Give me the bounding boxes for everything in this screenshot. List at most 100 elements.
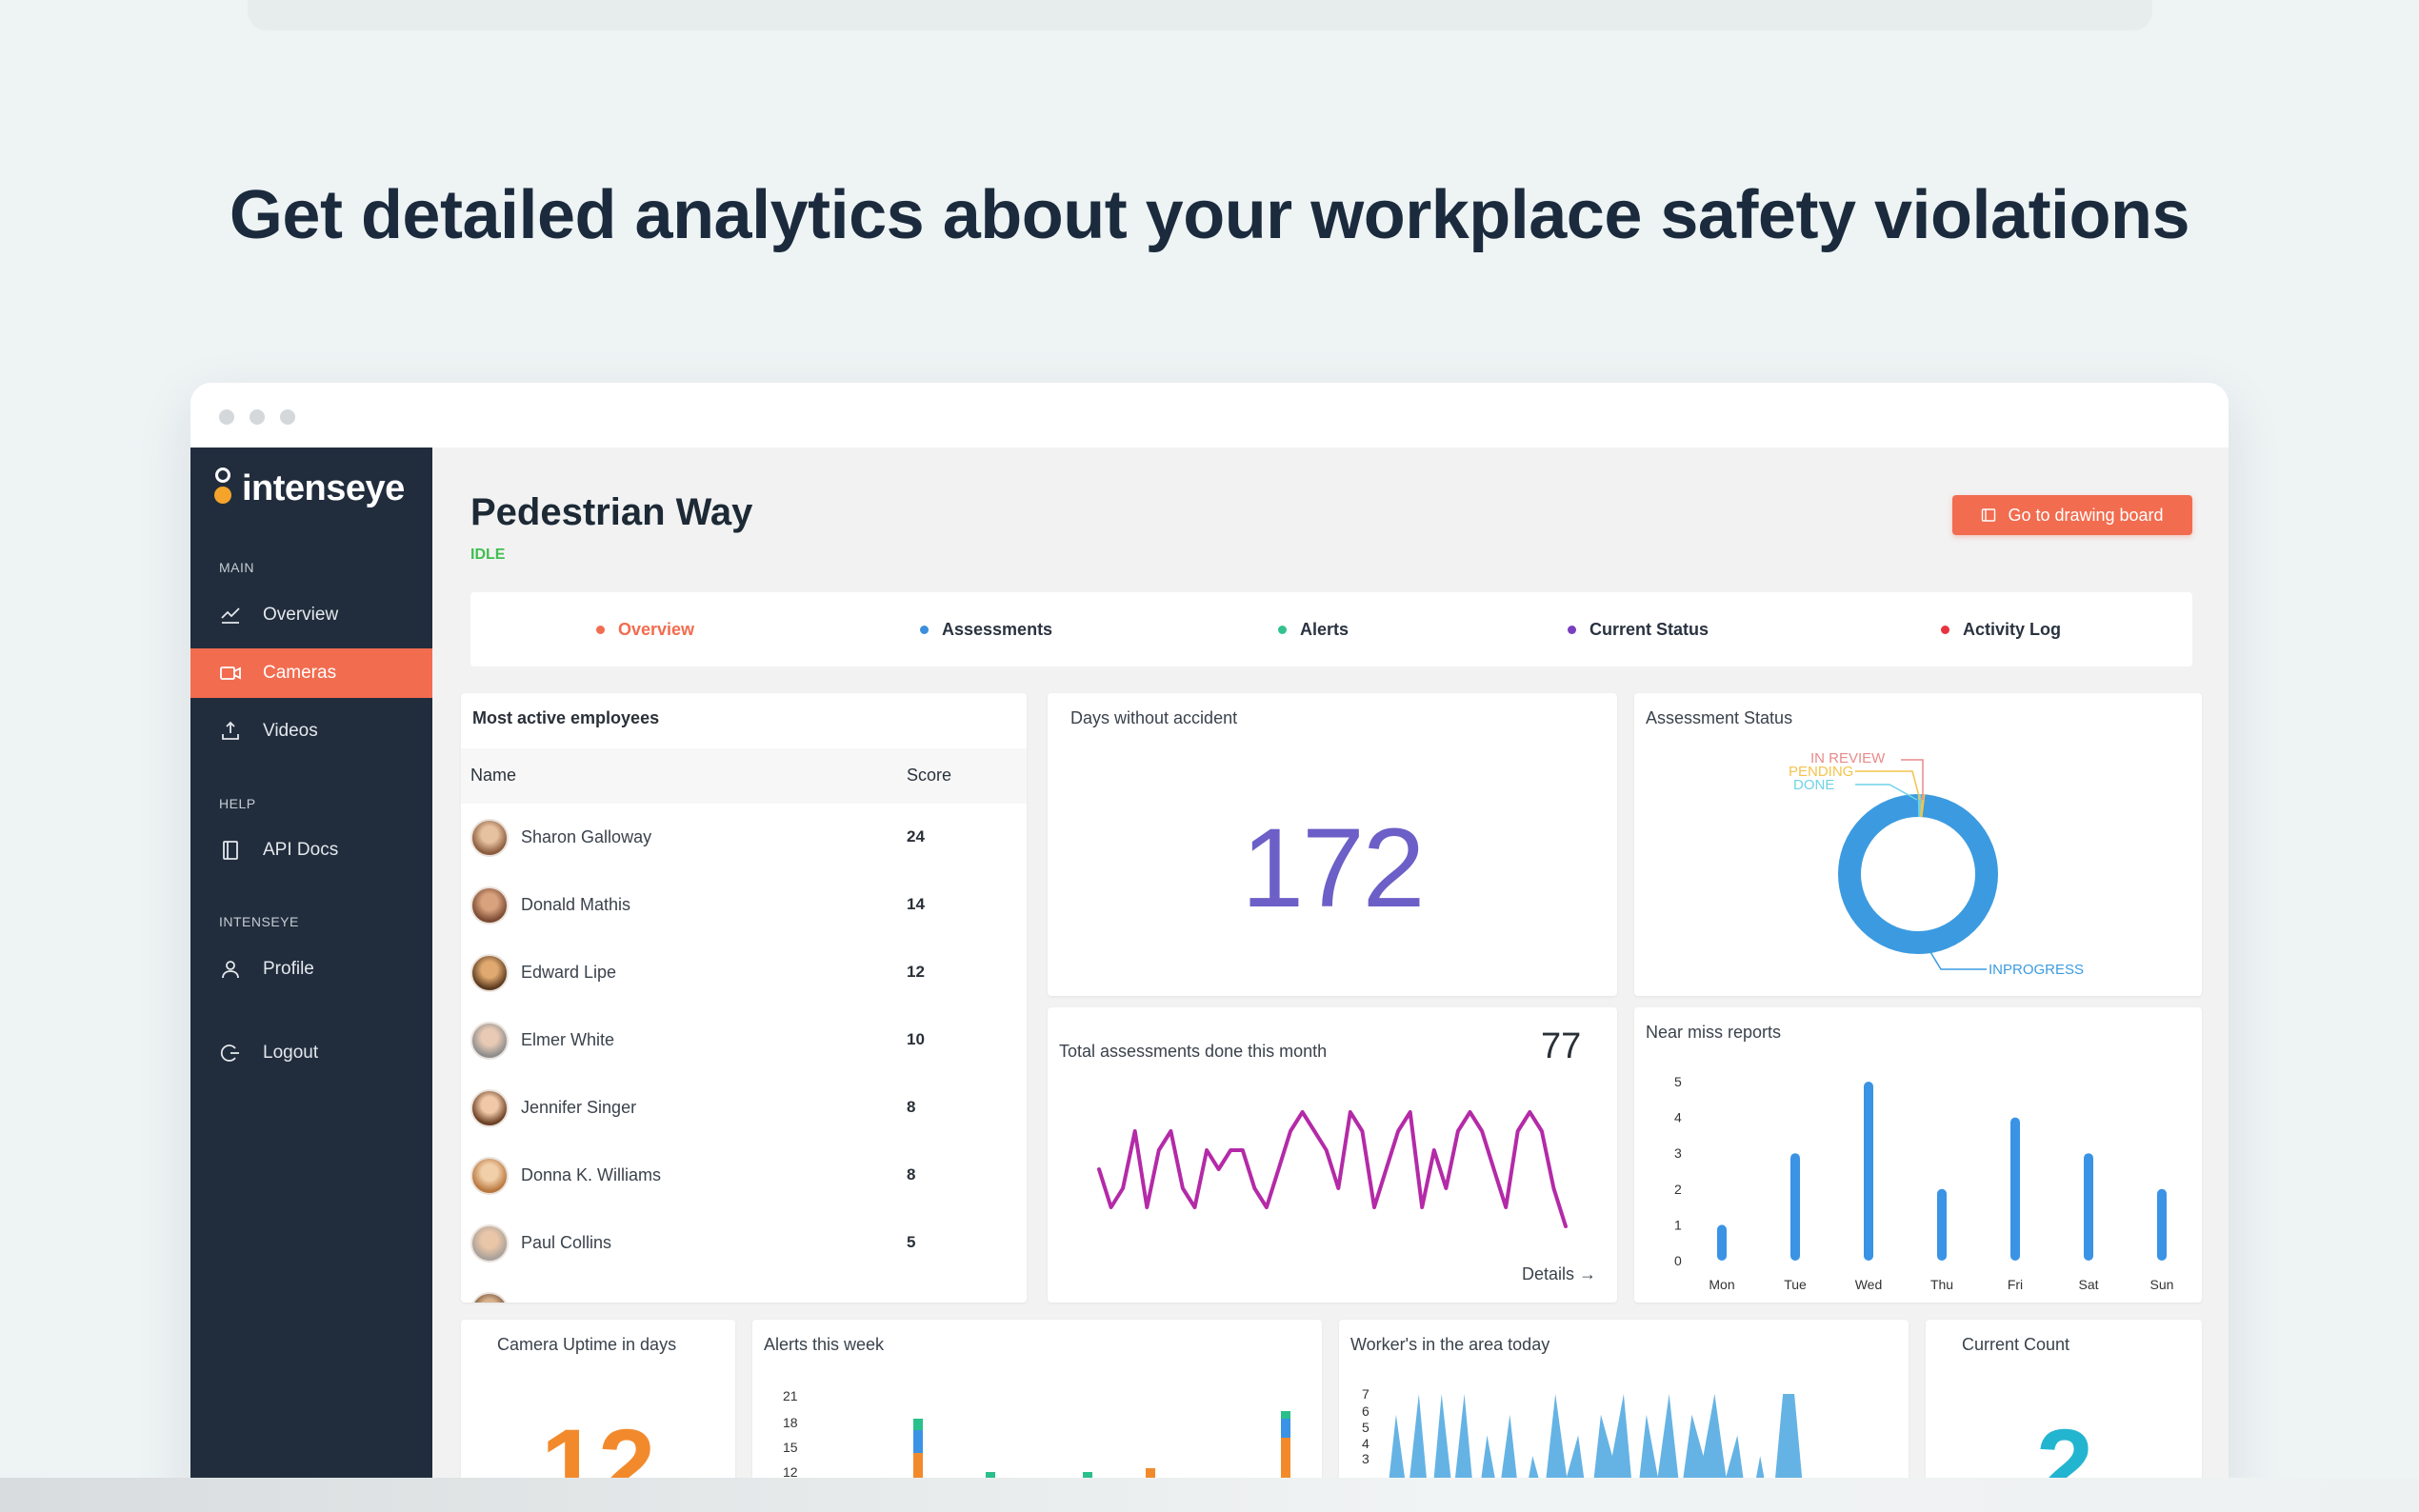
y-tick-label: 0 — [1674, 1253, 1682, 1268]
avatar — [470, 954, 509, 992]
tab-bullet-icon — [1941, 625, 1949, 634]
card-title: Days without accident — [1070, 708, 1238, 727]
employee-score: 14 — [907, 895, 925, 913]
employee-name: Donald Mathis — [521, 895, 631, 914]
section-label-intenseye: INTENSEYE — [219, 914, 299, 929]
sidebar-item-api-docs[interactable]: API Docs — [190, 826, 432, 875]
tab-bar: Overview Assessments Alerts Current Stat… — [470, 592, 2192, 666]
x-tick-label: Sun — [2150, 1277, 2174, 1292]
table-row[interactable]: Sharon Galloway 24 — [461, 804, 1027, 871]
y-tick-label: 15 — [783, 1440, 798, 1455]
y-tick-label: 18 — [783, 1415, 798, 1430]
sidebar-item-overview[interactable]: Overview — [190, 590, 432, 640]
window-dot-close[interactable] — [219, 409, 234, 425]
bottom-fade — [0, 1478, 2419, 1512]
sidebar-item-label: Logout — [263, 1043, 319, 1063]
tab-overview[interactable]: Overview — [596, 592, 694, 666]
app-window: intenseye MAIN Overview Cameras Videos H… — [190, 383, 2229, 1512]
label-done: DONE — [1793, 777, 1834, 793]
upload-icon — [222, 721, 239, 740]
table-row[interactable]: Jennifer Singer 8 — [461, 1074, 1027, 1142]
y-tick-label: 4 — [1674, 1110, 1682, 1125]
section-label-main: MAIN — [219, 560, 254, 575]
x-tick-label: Sat — [2078, 1277, 2098, 1292]
bar-sat[interactable] — [2084, 1153, 2093, 1261]
leader-line-done — [1855, 784, 1918, 801]
table-row[interactable]: Paul Collins 5 — [461, 1209, 1027, 1277]
tab-activity-log[interactable]: Activity Log — [1941, 592, 2061, 666]
go-to-drawing-board-button[interactable]: Go to drawing board — [1952, 495, 2192, 535]
total-assessments-card: Total assessments done this month 77 Det… — [1048, 1007, 1617, 1303]
assessment-status-donut-chart: IN REVIEW PENDING DONE INPROGRESS — [1789, 750, 2084, 978]
sidebar-item-label: Profile — [263, 959, 314, 979]
logo-mark-icon — [213, 466, 232, 511]
column-header-score[interactable]: Score — [907, 766, 952, 785]
tab-assessments[interactable]: Assessments — [920, 592, 1052, 666]
bar-thu[interactable] — [1937, 1188, 1947, 1261]
employee-score: 8 — [907, 1165, 916, 1184]
employee-name: Edward Lipe — [521, 963, 617, 982]
x-tick-label: Mon — [1709, 1277, 1734, 1292]
column-header-name[interactable]: Name — [470, 766, 517, 785]
sidebar-item-label: Videos — [263, 721, 318, 741]
alert-bar-segment[interactable] — [913, 1430, 923, 1453]
x-tick-label: Thu — [1930, 1277, 1953, 1292]
employee-name: Jennifer Singer — [521, 1098, 637, 1117]
page-title: Pedestrian Way — [470, 491, 753, 533]
alert-bar-segment[interactable] — [913, 1419, 923, 1430]
tab-label: Assessments — [942, 619, 1053, 639]
sidebar-item-videos[interactable]: Videos — [190, 706, 432, 756]
label-pending: PENDING — [1789, 764, 1853, 780]
window-dot-maximize[interactable] — [280, 409, 295, 425]
alert-bar-segment[interactable] — [1281, 1411, 1290, 1419]
card-title: Camera Uptime in days — [497, 1335, 677, 1354]
window-titlebar — [190, 383, 2229, 448]
y-tick-label: 5 — [1674, 1074, 1682, 1089]
employee-score: 8 — [907, 1098, 916, 1116]
tab-current-status[interactable]: Current Status — [1568, 592, 1709, 666]
board-icon — [1982, 508, 1996, 522]
tab-alerts[interactable]: Alerts — [1278, 592, 1349, 666]
sidebar-item-logout[interactable]: Logout — [190, 1028, 432, 1078]
y-tick-label: 12 — [783, 1464, 798, 1480]
alert-bar-segment[interactable] — [1281, 1419, 1290, 1438]
alert-bar-segment[interactable] — [913, 1453, 923, 1487]
logo[interactable]: intenseye — [213, 463, 405, 514]
logout-icon — [220, 1044, 239, 1062]
window-dot-minimize[interactable] — [250, 409, 265, 425]
assessment-status-card: Assessment Status IN REVIEW PENDING DONE… — [1634, 693, 2202, 996]
series-line-assessments[interactable] — [1097, 1110, 1568, 1228]
table-row[interactable]: Edward Lipe 12 — [461, 939, 1027, 1006]
near-miss-reports-card: Near miss reports 0 1 2 3 4 5 Mon Tue Wed Thu Fri S… — [1634, 1007, 2202, 1303]
y-tick-label: 21 — [783, 1388, 798, 1403]
chart-icon — [221, 607, 240, 624]
card-title: Most active employees — [472, 708, 660, 727]
avatar — [470, 1292, 509, 1303]
donut-segment-inprogress[interactable] — [1838, 794, 1998, 954]
bar-tue[interactable] — [1790, 1153, 1800, 1261]
employee-score: 10 — [907, 1030, 925, 1048]
bar-mon[interactable] — [1717, 1224, 1727, 1261]
table-row[interactable] — [461, 1277, 1027, 1303]
table-row[interactable]: Donald Mathis 14 — [461, 871, 1027, 939]
employee-name: Paul Collins — [521, 1233, 612, 1252]
sidebar-item-profile[interactable]: Profile — [190, 945, 432, 994]
near-miss-bar-chart: 0 1 2 3 4 5 Mon Tue Wed Thu Fri Sat Sun — [1674, 1074, 2174, 1292]
x-tick-label: Wed — [1855, 1277, 1883, 1292]
alert-bar-segment[interactable] — [1281, 1438, 1290, 1487]
document-icon — [223, 841, 238, 860]
tab-label: Activity Log — [1963, 619, 2062, 639]
details-link[interactable]: Details → — [1522, 1264, 1597, 1283]
bar-wed[interactable] — [1864, 1082, 1873, 1261]
avatar — [470, 1089, 509, 1127]
employee-name: Donna K. Williams — [521, 1165, 662, 1184]
table-row[interactable]: Elmer White 10 — [461, 1006, 1027, 1074]
bar-sun[interactable] — [2157, 1188, 2167, 1261]
sidebar-item-cameras[interactable]: Cameras — [190, 648, 432, 698]
card-title: Worker's in the area today — [1350, 1335, 1550, 1354]
bar-fri[interactable] — [2010, 1117, 2020, 1261]
table-row[interactable]: Donna K. Williams 8 — [461, 1142, 1027, 1209]
y-tick-label: 6 — [1362, 1403, 1369, 1419]
card-title: Current Count — [1962, 1335, 2070, 1354]
employees-table-header: Name Score — [461, 748, 1027, 804]
